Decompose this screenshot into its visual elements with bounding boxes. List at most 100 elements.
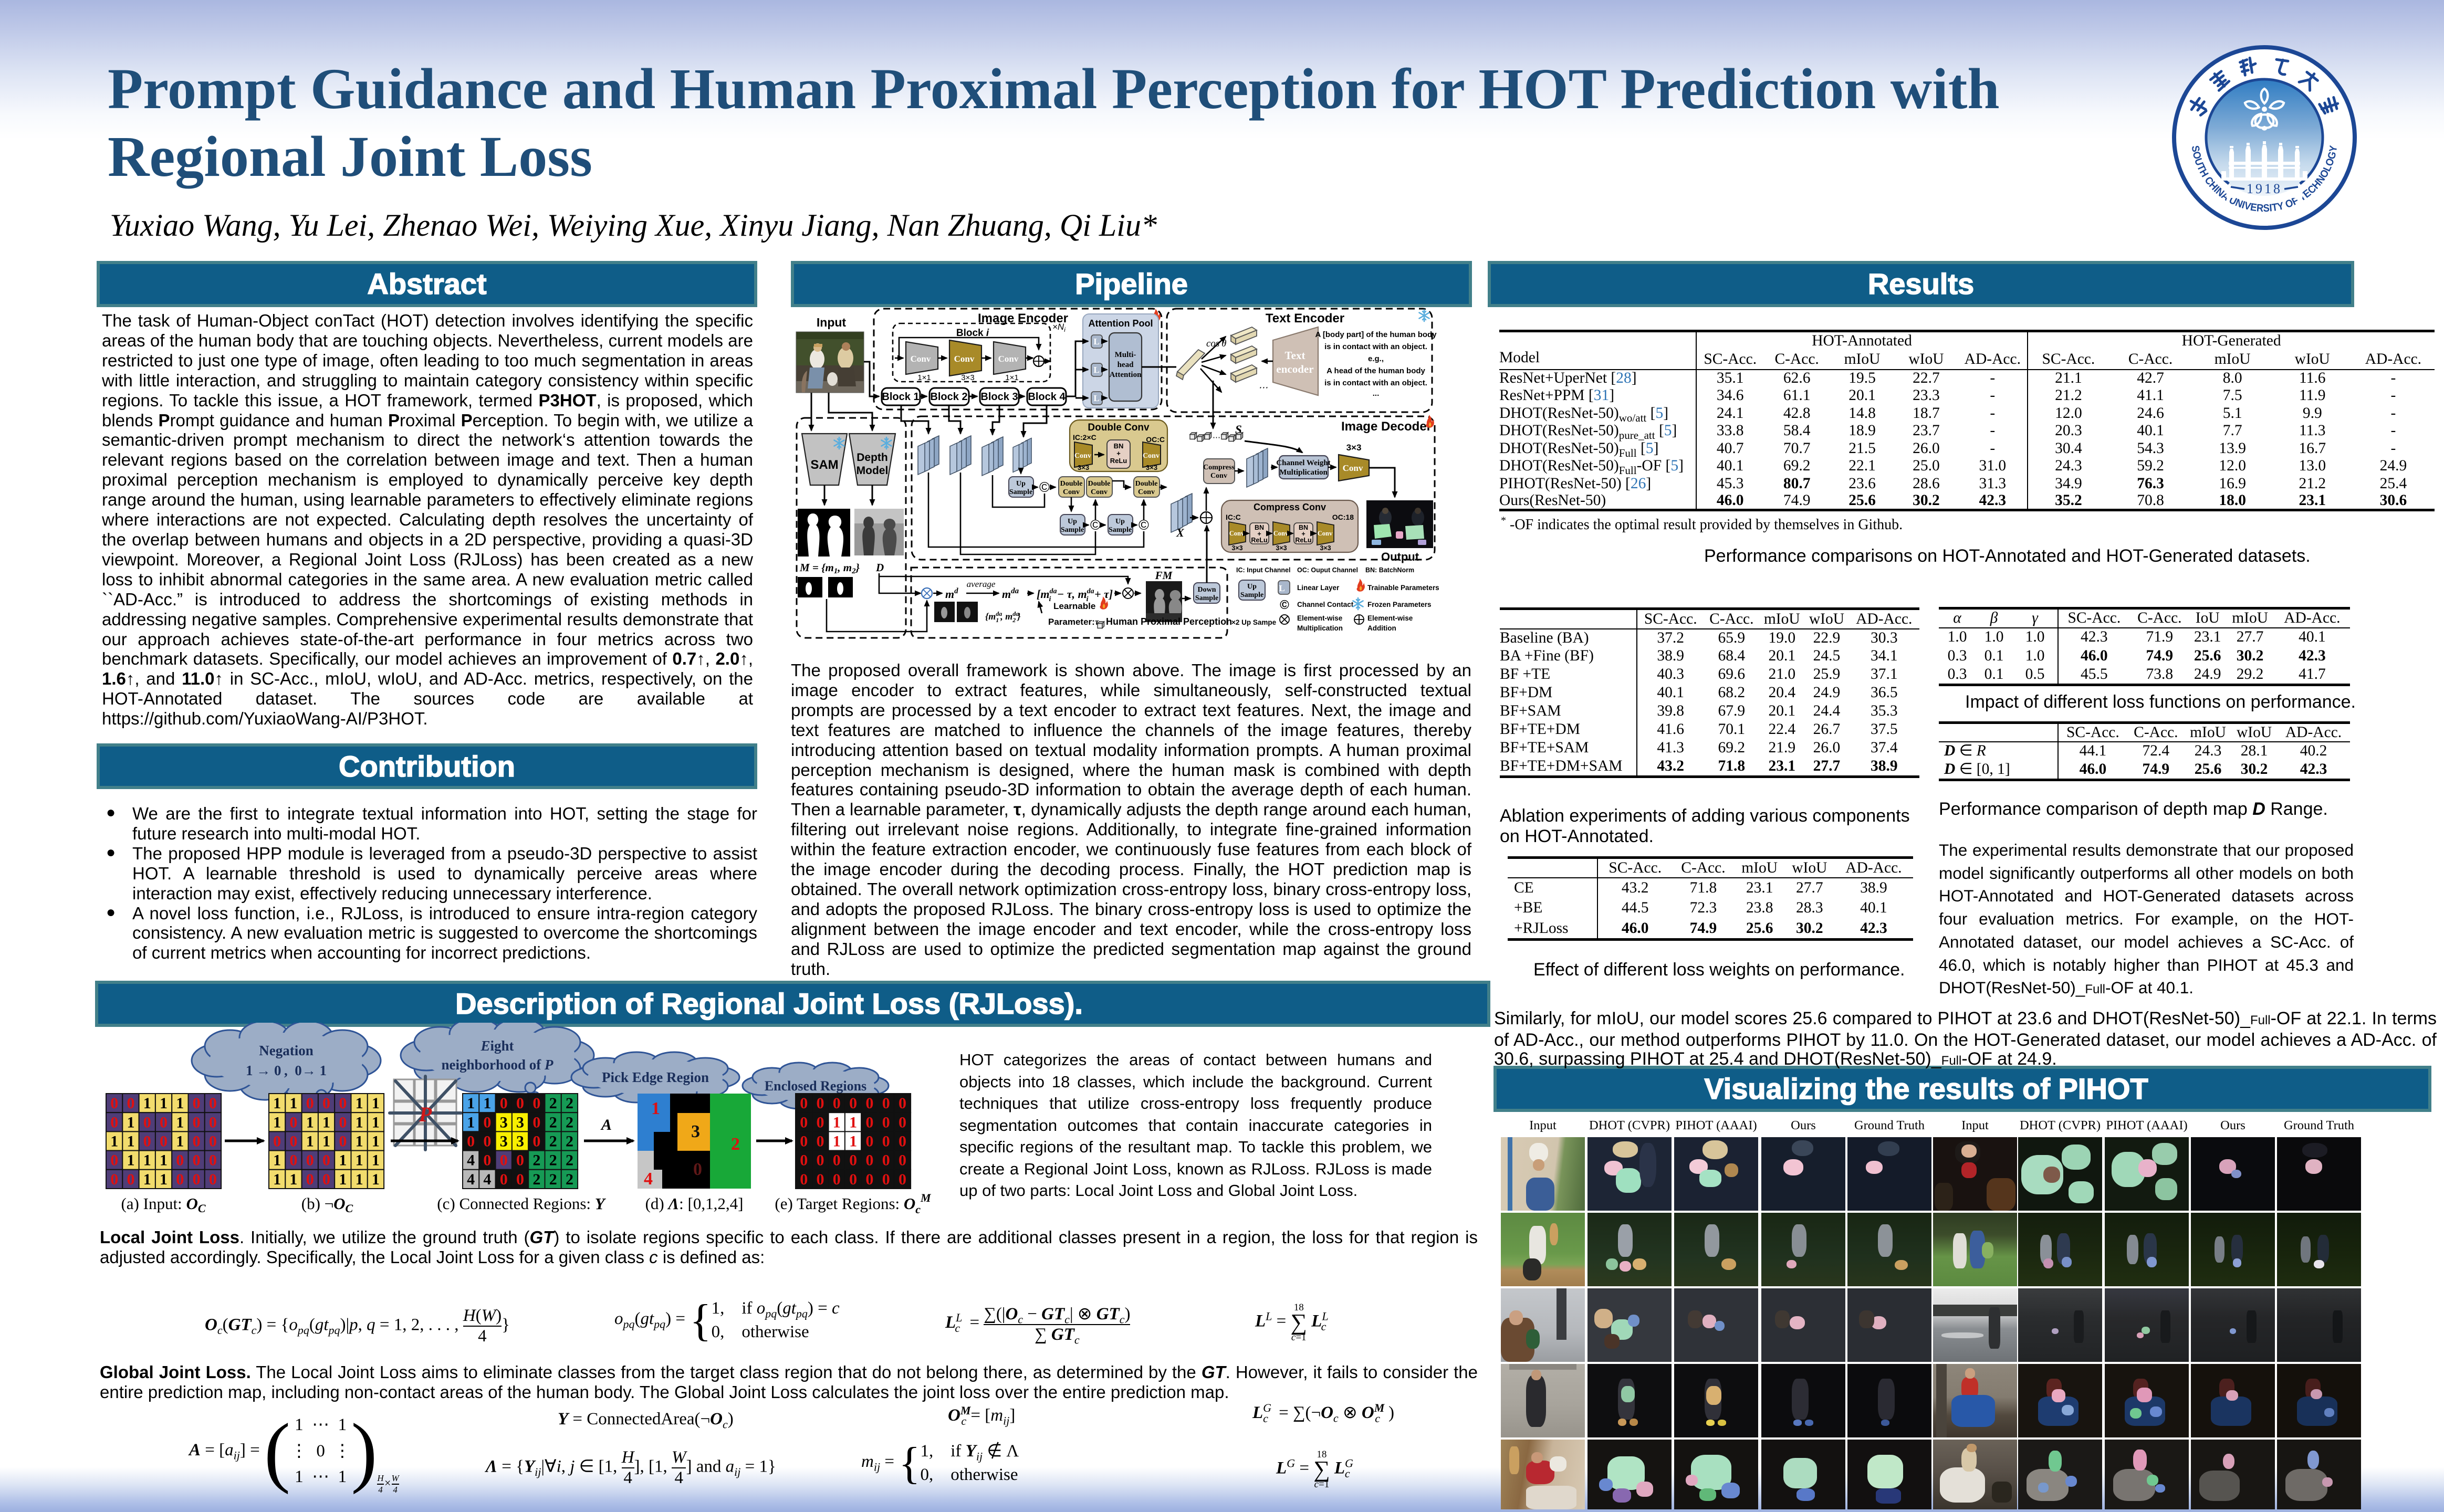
svg-text:OC:C: OC:C: [1146, 435, 1165, 444]
svg-text:is in contact with an object.: is in contact with an object.: [1324, 342, 1427, 351]
svg-text:Attention Pool: Attention Pool: [1089, 318, 1153, 329]
svg-text:2: 2: [549, 1171, 557, 1188]
svg-text:Element-wise: Element-wise: [1367, 614, 1413, 622]
svg-text:1: 1: [273, 1171, 281, 1188]
svg-text:Double: Double: [1088, 480, 1111, 488]
svg-text:Up: Up: [1115, 518, 1125, 526]
svg-text:1: 1: [339, 1171, 347, 1188]
svg-text:Frozen Parameters: Frozen Parameters: [1367, 601, 1432, 608]
svg-text:0: 0: [532, 1133, 540, 1150]
svg-text:3: 3: [516, 1114, 524, 1131]
svg-text:0: 0: [127, 1171, 135, 1188]
svg-text:0: 0: [817, 1114, 824, 1131]
svg-text:4: 4: [644, 1169, 653, 1189]
svg-text:Block 1: Block 1: [882, 391, 919, 403]
svg-text:Image Decoder: Image Decoder: [1341, 419, 1432, 434]
svg-text:0: 0: [899, 1133, 906, 1150]
svg-text:Element-wise: Element-wise: [1297, 614, 1343, 622]
svg-text:OC: Ouput Channel: OC: Ouput Channel: [1297, 566, 1358, 574]
svg-text:0: 0: [176, 1152, 184, 1169]
svg-text:0: 0: [500, 1171, 508, 1188]
svg-text:1: 1: [160, 1171, 168, 1188]
svg-text:1: 1: [127, 1152, 135, 1169]
svg-text:©: ©: [1280, 598, 1289, 612]
svg-text:0: 0: [849, 1095, 857, 1112]
svg-text:BN: BN: [1114, 442, 1124, 450]
svg-text:1: 1: [651, 1099, 660, 1118]
svg-text:1: 1: [273, 1114, 281, 1131]
svg-text:0: 0: [516, 1095, 524, 1112]
svg-text:1: 1: [833, 1114, 841, 1131]
svg-text:L: L: [1279, 583, 1284, 593]
svg-text:...: ...: [1373, 389, 1380, 398]
svg-text:3: 3: [500, 1133, 508, 1150]
svg-text:Enclosed Regions: Enclosed Regions: [765, 1078, 866, 1094]
svg-text:0: 0: [800, 1114, 808, 1131]
svg-text:Channel Weight: Channel Weight: [1276, 459, 1331, 467]
svg-text:Linear Layer: Linear Layer: [1297, 584, 1340, 592]
svg-text:Sample: Sample: [1061, 526, 1084, 534]
svg-text:Double Conv: Double Conv: [1088, 422, 1150, 433]
svg-text:IC:C: IC:C: [1226, 513, 1241, 521]
svg-text:0: 0: [693, 1160, 702, 1179]
svg-text:2: 2: [532, 1171, 540, 1188]
svg-text:BN: BN: [1299, 524, 1308, 531]
svg-text:3: 3: [516, 1133, 524, 1150]
svg-text:2: 2: [549, 1114, 557, 1131]
svg-text:1: 1: [176, 1095, 184, 1112]
svg-text:1: 1: [306, 1114, 314, 1131]
svg-text:0: 0: [849, 1171, 857, 1188]
svg-text:A: A: [600, 1116, 612, 1133]
svg-text:0: 0: [882, 1095, 890, 1112]
svg-text:0: 0: [289, 1114, 297, 1131]
svg-text:0: 0: [800, 1171, 808, 1188]
svg-text:Conv: Conv: [1143, 452, 1160, 460]
svg-text:0: 0: [289, 1133, 297, 1150]
svg-text:0: 0: [833, 1152, 841, 1169]
svg-text:1: 1: [160, 1152, 168, 1169]
svg-text:1: 1: [356, 1171, 363, 1188]
svg-text:1: 1: [110, 1133, 118, 1150]
svg-text:1: 1: [273, 1095, 281, 1112]
svg-text:0: 0: [110, 1171, 118, 1188]
svg-text:3×3: 3×3: [961, 373, 974, 382]
svg-text:0: 0: [160, 1114, 168, 1131]
svg-text:2: 2: [566, 1171, 573, 1188]
svg-text:0: 0: [532, 1114, 540, 1131]
svg-text:1: 1: [849, 1133, 857, 1150]
svg-text:md: md: [945, 587, 958, 601]
svg-text:0: 0: [882, 1133, 890, 1150]
svg-text:1×1: 1×1: [1005, 373, 1018, 382]
svg-text:0: 0: [899, 1171, 906, 1188]
svg-text:mda: mda: [1002, 587, 1019, 601]
svg-text:1: 1: [356, 1114, 363, 1131]
svg-text:Up: Up: [1068, 518, 1077, 526]
svg-text:1: 1: [372, 1095, 380, 1112]
svg-text:3: 3: [691, 1122, 700, 1141]
svg-text:©: ©: [1039, 479, 1050, 495]
svg-text:1: 1: [143, 1171, 151, 1188]
svg-text:Text Encoder: Text Encoder: [1266, 311, 1344, 326]
svg-text:L: L: [1093, 337, 1099, 346]
svg-text:0: 0: [176, 1171, 184, 1188]
svg-text:0: 0: [483, 1133, 491, 1150]
svg-text:OC:18: OC:18: [1332, 513, 1354, 521]
svg-text:Model: Model: [857, 465, 889, 477]
svg-text:0: 0: [339, 1114, 347, 1131]
svg-text:1: 1: [372, 1171, 380, 1188]
svg-text:1: 1: [483, 1095, 491, 1112]
svg-text:1: 1: [289, 1095, 297, 1112]
svg-text:0: 0: [865, 1152, 873, 1169]
svg-text:0: 0: [209, 1171, 217, 1188]
svg-text:0: 0: [833, 1171, 841, 1188]
svg-text:X: X: [1176, 526, 1185, 539]
svg-text:1: 1: [356, 1133, 363, 1150]
svg-text:Conv: Conv: [1229, 530, 1245, 537]
svg-text:1: 1: [372, 1114, 380, 1131]
svg-text:P: P: [419, 1102, 432, 1126]
svg-text:1: 1: [127, 1114, 135, 1131]
svg-text:0: 0: [209, 1114, 217, 1131]
svg-text:Conv: Conv: [1210, 472, 1227, 480]
svg-text:×Ni: ×Ni: [1052, 322, 1066, 333]
svg-text:is in contact with an object.: is in contact with an object.: [1324, 379, 1427, 387]
